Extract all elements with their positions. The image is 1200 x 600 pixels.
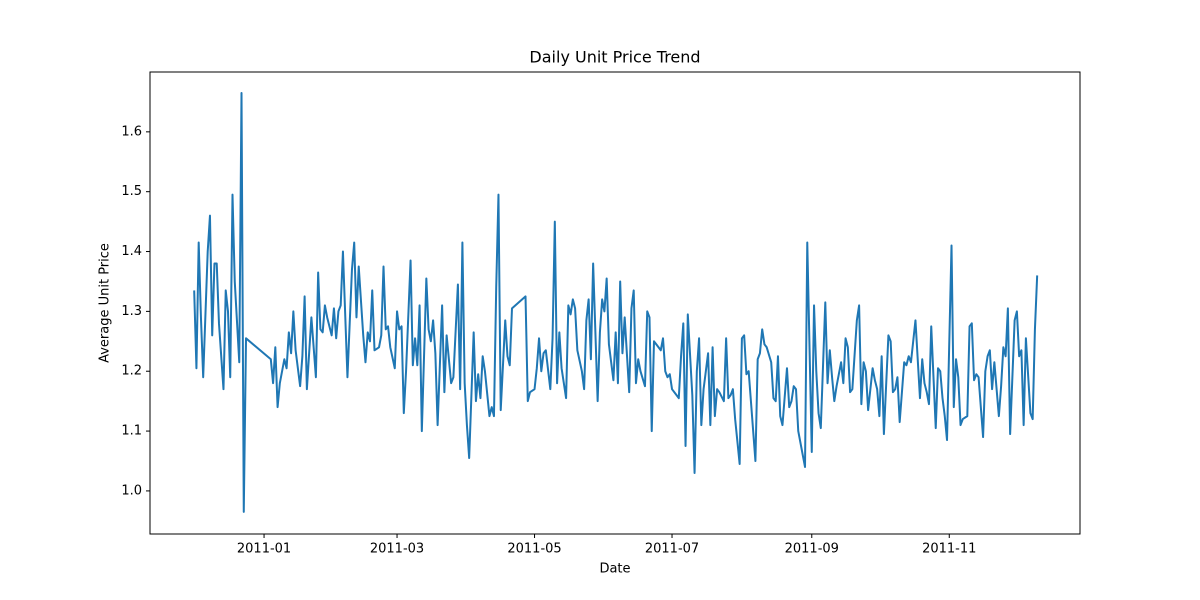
- y-tick-label: 1.1: [121, 424, 142, 439]
- y-tick-label: 1.0: [121, 483, 142, 498]
- x-tick-label: 2011-01: [237, 542, 291, 557]
- y-tick-label: 1.6: [121, 124, 142, 139]
- y-tick-label: 1.3: [121, 304, 142, 319]
- x-tick-label: 2011-07: [645, 542, 699, 557]
- x-axis-label: Date: [599, 562, 630, 577]
- y-tick-label: 1.4: [121, 244, 142, 259]
- data-line: [193, 91, 1039, 513]
- y-tick-label: 1.2: [121, 364, 142, 379]
- x-tick-label: 2011-09: [785, 542, 839, 557]
- y-tick-label: 1.5: [121, 184, 142, 199]
- chart-title: Daily Unit Price Trend: [529, 48, 700, 67]
- x-tick-label: 2011-05: [507, 542, 561, 557]
- y-axis-label: Average Unit Price: [98, 243, 113, 363]
- x-tick-label: 2011-03: [370, 542, 424, 557]
- plot-frame: [149, 71, 1081, 535]
- x-tick-label: 2011-11: [922, 542, 976, 557]
